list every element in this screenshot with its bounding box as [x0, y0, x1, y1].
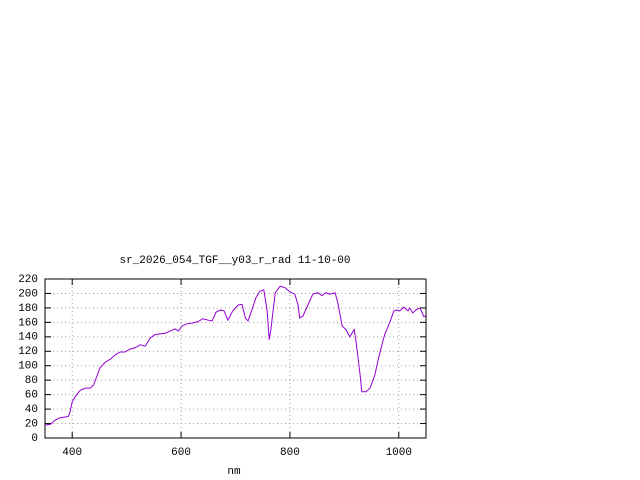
y-tick-label: 140 [18, 332, 38, 344]
y-tick-label: 0 [31, 433, 38, 445]
chart-title: sr_2026_054_TGF__y03_r_rad 11-10-00 [119, 255, 350, 267]
y-tick-label: 120 [18, 346, 38, 358]
y-tick-label: 20 [25, 418, 38, 430]
x-tick-label: 600 [171, 447, 191, 459]
x-tick-label: 400 [62, 447, 82, 459]
x-axis-label: nm [227, 466, 241, 478]
y-tick-label: 60 [25, 390, 38, 402]
y-tick-label: 160 [18, 317, 38, 329]
y-tick-label: 40 [25, 404, 38, 416]
data-line [44, 285, 427, 426]
y-tick-label: 80 [25, 375, 38, 387]
x-tick-label: 800 [280, 447, 300, 459]
plot-frame [44, 278, 427, 439]
y-tick-label: 100 [18, 361, 38, 373]
y-tick-label: 220 [18, 274, 38, 286]
y-tick-label: 200 [18, 288, 38, 300]
x-tick-label: 1000 [386, 447, 412, 459]
y-tick-label: 180 [18, 303, 38, 315]
